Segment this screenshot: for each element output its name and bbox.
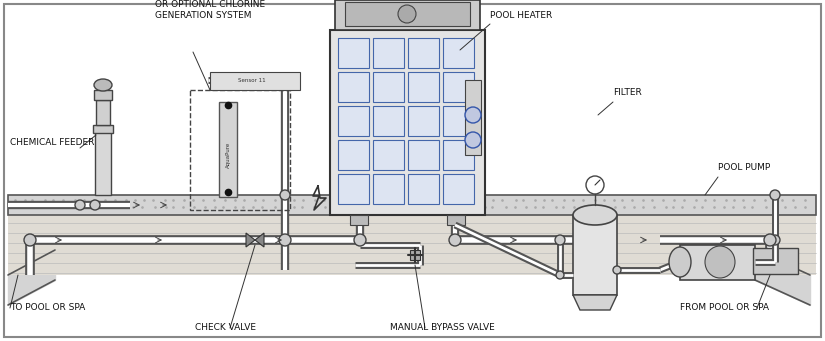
Bar <box>94 90 112 100</box>
Circle shape <box>613 266 621 274</box>
Bar <box>96 100 110 125</box>
Bar <box>753 248 798 274</box>
Ellipse shape <box>669 247 691 277</box>
Polygon shape <box>255 233 264 247</box>
Bar <box>373 140 404 170</box>
Bar <box>8 215 816 275</box>
Bar <box>338 106 369 136</box>
Circle shape <box>770 190 780 200</box>
Circle shape <box>354 234 366 246</box>
Bar <box>93 125 113 133</box>
Bar <box>345 2 470 26</box>
Circle shape <box>556 271 564 279</box>
Bar <box>408 174 439 204</box>
Bar <box>373 174 404 204</box>
Circle shape <box>279 234 291 246</box>
Bar <box>8 195 816 215</box>
Text: FROM POOL OR SPA: FROM POOL OR SPA <box>680 303 769 312</box>
Ellipse shape <box>94 79 112 91</box>
Text: TO POOL OR SPA: TO POOL OR SPA <box>10 303 85 312</box>
Bar <box>408 72 439 102</box>
Bar <box>190 90 290 210</box>
Bar <box>408 38 439 68</box>
Circle shape <box>764 234 776 246</box>
Bar <box>443 140 474 170</box>
Text: Sensor 11: Sensor 11 <box>238 78 266 84</box>
Text: MANUAL BYPASS VALVE: MANUAL BYPASS VALVE <box>390 323 495 332</box>
Text: CHEMICAL FEEDER: CHEMICAL FEEDER <box>10 138 94 147</box>
Text: POOL HEATER: POOL HEATER <box>490 11 552 20</box>
Bar <box>573 215 617 295</box>
Circle shape <box>465 132 481 148</box>
Circle shape <box>449 234 461 246</box>
Bar <box>447 215 465 225</box>
Circle shape <box>75 200 85 210</box>
Bar <box>219 102 237 197</box>
Bar <box>335 0 480 30</box>
Bar <box>443 106 474 136</box>
Bar <box>680 245 755 280</box>
Circle shape <box>770 235 780 245</box>
Circle shape <box>90 200 100 210</box>
Bar <box>373 72 404 102</box>
Ellipse shape <box>573 205 617 225</box>
Text: FILTER: FILTER <box>613 88 642 97</box>
Bar <box>373 106 404 136</box>
Bar <box>408 140 439 170</box>
Circle shape <box>465 107 481 123</box>
Text: CHECK VALVE: CHECK VALVE <box>195 323 256 332</box>
Bar <box>410 250 420 260</box>
Bar <box>330 30 485 215</box>
Circle shape <box>280 190 290 200</box>
Bar <box>443 38 474 68</box>
Bar <box>443 72 474 102</box>
Polygon shape <box>573 295 617 310</box>
Text: AquaPure: AquaPure <box>225 142 230 168</box>
Text: CHEMICAL LOOP
OR OPTIONAL CHLORINE
GENERATION SYSTEM: CHEMICAL LOOP OR OPTIONAL CHLORINE GENER… <box>155 0 265 20</box>
Text: POOL PUMP: POOL PUMP <box>718 163 771 172</box>
Bar <box>465 80 481 155</box>
Polygon shape <box>246 233 255 247</box>
Circle shape <box>24 234 36 246</box>
Bar <box>338 174 369 204</box>
Bar <box>350 215 368 225</box>
Bar <box>443 174 474 204</box>
Bar <box>338 72 369 102</box>
Circle shape <box>586 176 604 194</box>
Bar <box>95 130 111 195</box>
Bar <box>408 106 439 136</box>
Bar <box>210 72 300 90</box>
Bar <box>338 38 369 68</box>
Ellipse shape <box>705 246 735 278</box>
Circle shape <box>555 235 565 245</box>
Bar <box>373 38 404 68</box>
Bar <box>338 140 369 170</box>
Circle shape <box>398 5 416 23</box>
